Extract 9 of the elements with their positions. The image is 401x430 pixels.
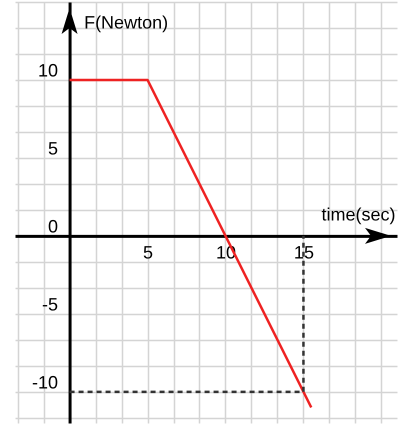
y-tick-label: -10 (32, 372, 58, 392)
y-tick-label: -5 (42, 294, 58, 314)
x-tick-label: 5 (143, 242, 154, 262)
y-tick-label: 5 (48, 138, 58, 158)
y-tick-label: 0 (48, 216, 58, 236)
y-axis-title: F(Newton) (84, 12, 168, 32)
y-tick-label: 10 (38, 60, 58, 80)
x-tick-label: 15 (294, 242, 314, 262)
x-axis-title: time(sec) (321, 204, 396, 224)
